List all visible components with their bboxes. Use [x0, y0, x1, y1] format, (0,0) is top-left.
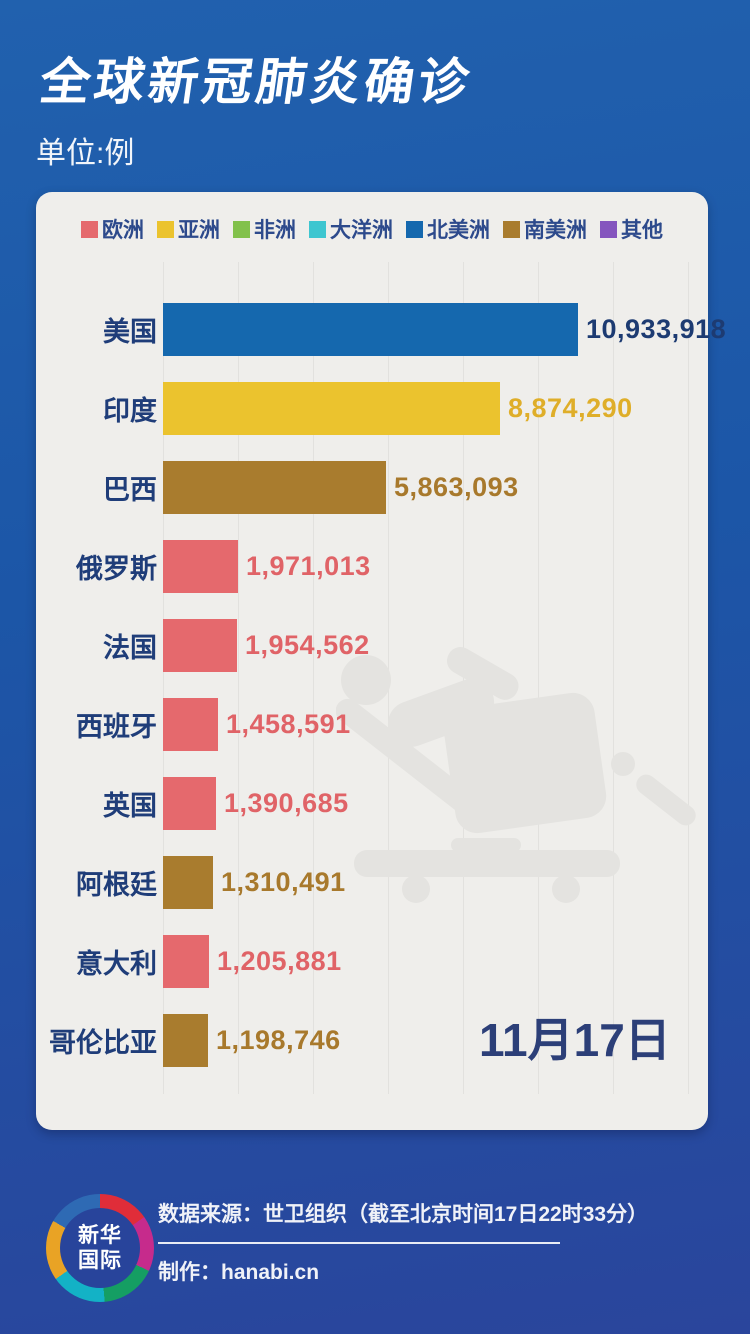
value-label: 1,971,013 — [246, 551, 371, 581]
bar-row: 巴西 5,863,093 — [36, 448, 708, 527]
legend-item: 非洲 — [233, 214, 296, 244]
legend-swatch-icon — [406, 220, 423, 238]
bar-row: 印度 8,874,290 — [36, 369, 708, 448]
country-label: 英国 — [103, 791, 157, 821]
header: 全球新冠肺炎确诊 单位:例 — [36, 42, 476, 172]
country-label: 美国 — [103, 317, 157, 347]
logo-text-line2: 国际 — [78, 1249, 122, 1272]
value-bar — [163, 461, 386, 514]
bar-row: 俄罗斯 1,971,013 — [36, 527, 708, 606]
value-label: 1,310,491 — [221, 867, 346, 897]
bar-row: 法国 1,954,562 — [36, 606, 708, 685]
country-label: 巴西 — [103, 475, 157, 505]
chart-card: 欧洲 亚洲 非洲 大洋洲 北美洲 南美洲 其他 美国 10,933,918 印度 8,874,29… — [36, 192, 726, 1130]
legend-swatch-icon — [309, 220, 326, 238]
value-bar — [163, 1014, 208, 1067]
country-label: 俄罗斯 — [76, 554, 157, 584]
data-source-label: 数据来源：世卫组织（截至北京时间17日22时33分） — [158, 1203, 649, 1226]
footer-divider — [158, 1242, 560, 1244]
legend-item: 北美洲 — [406, 214, 490, 244]
legend-label: 欧洲 — [102, 219, 144, 242]
value-label: 1,458,591 — [226, 709, 351, 739]
value-bar — [163, 698, 218, 751]
xinhua-international-logo: 新华 国际 — [46, 1194, 154, 1302]
value-label: 1,954,562 — [245, 630, 370, 660]
legend-item: 南美洲 — [503, 214, 587, 244]
value-label: 10,933,918 — [586, 314, 727, 344]
legend-swatch-icon — [233, 220, 250, 238]
legend-label: 南美洲 — [524, 219, 587, 242]
unit-label: 单位:例 — [36, 137, 135, 170]
legend-swatch-icon — [600, 220, 617, 238]
value-label: 1,198,746 — [216, 1025, 341, 1055]
legend-swatch-icon — [157, 220, 174, 238]
value-label: 5,863,093 — [394, 472, 519, 502]
legend-label: 其他 — [621, 219, 663, 242]
bar-row: 西班牙 1,458,591 — [36, 685, 708, 764]
value-bar — [163, 856, 213, 909]
legend-label: 大洋洲 — [330, 219, 393, 242]
chart-legend: 欧洲 亚洲 非洲 大洋洲 北美洲 南美洲 其他 — [36, 214, 708, 244]
bar-row: 哥伦比亚 1,198,746 — [36, 1001, 708, 1080]
value-bar — [163, 382, 500, 435]
country-label: 印度 — [103, 396, 157, 426]
bar-rows: 美国 10,933,918 印度 8,874,290 巴西 5,863,093 俄罗斯 1,9… — [36, 290, 726, 1080]
legend-item: 亚洲 — [157, 214, 220, 244]
bar-row: 阿根廷 1,310,491 — [36, 843, 708, 922]
credit-label: 制作：hanabi.cn — [158, 1261, 320, 1284]
legend-label: 亚洲 — [178, 219, 220, 242]
value-label: 1,205,881 — [217, 946, 342, 976]
page-title: 全球新冠肺炎确诊 — [36, 54, 477, 110]
legend-swatch-icon — [81, 220, 98, 238]
value-bar — [163, 777, 216, 830]
value-label: 1,390,685 — [224, 788, 349, 818]
legend-swatch-icon — [503, 220, 520, 238]
value-bar — [163, 619, 237, 672]
country-label: 意大利 — [76, 949, 157, 979]
date-label: 11月17日 — [479, 1014, 671, 1066]
bar-row: 意大利 1,205,881 — [36, 922, 708, 1001]
value-label: 8,874,290 — [508, 393, 633, 423]
bar-row: 美国 10,933,918 — [36, 290, 726, 369]
value-bar — [163, 303, 578, 356]
country-label: 阿根廷 — [76, 870, 157, 900]
legend-label: 北美洲 — [427, 219, 490, 242]
bar-row: 英国 1,390,685 — [36, 764, 708, 843]
country-label: 哥伦比亚 — [49, 1028, 157, 1058]
legend-item: 欧洲 — [81, 214, 144, 244]
logo-text-line1: 新华 — [78, 1224, 122, 1247]
country-label: 西班牙 — [76, 712, 157, 742]
value-bar — [163, 540, 238, 593]
legend-item: 其他 — [600, 214, 663, 244]
country-label: 法国 — [103, 633, 157, 663]
value-bar — [163, 935, 209, 988]
legend-label: 非洲 — [254, 219, 296, 242]
legend-item: 大洋洲 — [309, 214, 393, 244]
